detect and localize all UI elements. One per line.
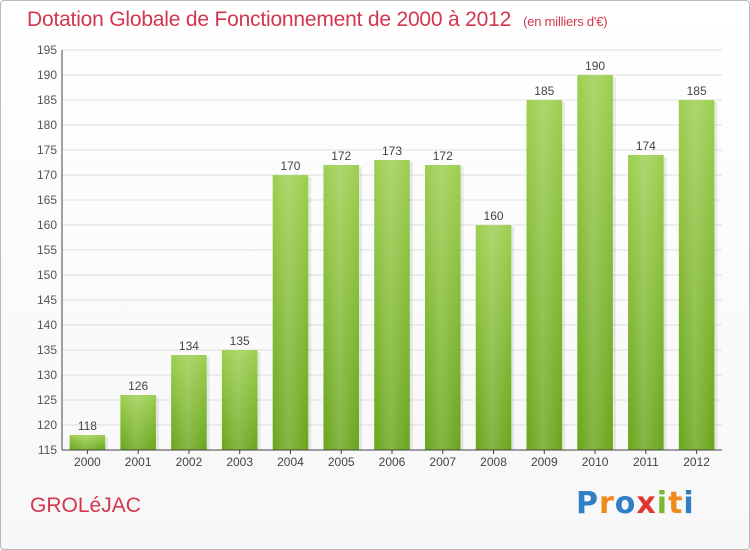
- x-tick-label: 2009: [531, 455, 558, 469]
- y-tick-label: 150: [37, 268, 57, 282]
- bar-highlight: [475, 225, 512, 450]
- proxiti-logo: Proxiti: [576, 486, 695, 521]
- y-tick-label: 145: [37, 293, 57, 307]
- data-label: 135: [230, 334, 250, 348]
- data-label: 185: [534, 84, 554, 98]
- y-tick-label: 160: [37, 218, 57, 232]
- bar-highlight: [221, 350, 258, 450]
- y-tick-label: 115: [38, 443, 57, 457]
- bar-highlight: [678, 100, 715, 450]
- data-label: 190: [585, 59, 605, 73]
- logo-letter: x: [636, 486, 657, 521]
- x-tick-label: 2003: [226, 455, 253, 469]
- y-tick-label: 170: [37, 168, 57, 182]
- y-tick-label: 155: [37, 243, 57, 257]
- data-label: 126: [128, 379, 148, 393]
- y-tick-label: 195: [37, 43, 57, 57]
- chart-unit-label: (en milliers d'€): [523, 14, 608, 29]
- x-tick-label: 2000: [74, 455, 101, 469]
- logo-letter: o: [614, 486, 637, 521]
- bar-highlight: [272, 175, 309, 450]
- x-tick-label: 2007: [429, 455, 456, 469]
- logo-letter: P: [576, 486, 599, 521]
- commune-name: GROLéJAC: [30, 494, 141, 517]
- x-tick-label: 2002: [176, 455, 203, 469]
- data-label: 185: [687, 84, 707, 98]
- x-tick-label: 2005: [328, 455, 355, 469]
- y-tick-label: 165: [37, 193, 57, 207]
- bar-highlight: [171, 355, 207, 450]
- bar-highlight: [323, 165, 359, 450]
- data-label: 170: [280, 159, 300, 173]
- data-label: 160: [484, 209, 504, 223]
- x-tick-label: 2004: [277, 455, 304, 469]
- x-tick-label: 2008: [480, 455, 507, 469]
- logo-letter: i: [683, 486, 695, 521]
- logo-letter: r: [599, 486, 615, 521]
- chart-title: Dotation Globale de Fonctionnement de 20…: [27, 8, 608, 32]
- data-label: 174: [636, 139, 656, 153]
- data-label: 172: [433, 149, 453, 163]
- bar-highlight: [374, 160, 410, 450]
- bar-highlight: [628, 155, 664, 450]
- logo-letter: t: [668, 486, 684, 521]
- x-tick-label: 2001: [125, 455, 152, 469]
- y-tick-label: 190: [37, 68, 57, 82]
- y-tick-label: 130: [37, 368, 57, 382]
- x-tick-label: 2012: [683, 455, 710, 469]
- bar-highlight: [577, 75, 613, 450]
- data-label: 172: [331, 149, 351, 163]
- y-tick-label: 120: [37, 418, 57, 432]
- y-tick-label: 140: [37, 318, 57, 332]
- data-label: 134: [179, 339, 199, 353]
- bar-highlight: [69, 435, 106, 450]
- y-tick-label: 175: [37, 143, 57, 157]
- x-tick-label: 2011: [633, 455, 659, 469]
- y-tick-label: 125: [37, 393, 57, 407]
- chart-title-text: Dotation Globale de Fonctionnement de 20…: [27, 8, 512, 31]
- data-label: 118: [78, 419, 97, 433]
- x-tick-label: 2010: [582, 455, 609, 469]
- bar-highlight: [425, 165, 461, 450]
- logo-letter: i: [656, 486, 669, 521]
- x-tick-label: 2006: [379, 455, 406, 469]
- bar-highlight: [526, 100, 563, 450]
- bar-highlight: [120, 395, 156, 450]
- data-label: 173: [382, 144, 402, 158]
- y-tick-label: 185: [37, 93, 57, 107]
- y-tick-label: 180: [37, 118, 57, 132]
- y-tick-label: 135: [37, 343, 57, 357]
